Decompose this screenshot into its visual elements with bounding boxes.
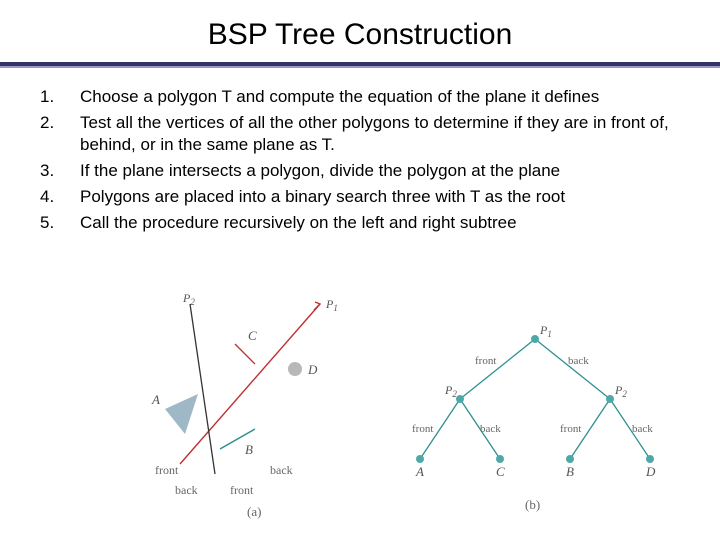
list-num: 1. [40, 86, 80, 108]
caption-a: (a) [247, 504, 261, 519]
leaf-d: D [645, 464, 656, 479]
label-p2: P2 [182, 294, 195, 307]
list-item: 1. Choose a polygon T and compute the eq… [40, 86, 680, 108]
leaf-a: A [415, 464, 424, 479]
label-back-2: back [175, 483, 198, 497]
list-text: Polygons are placed into a binary search… [80, 186, 680, 208]
circle-d [288, 362, 302, 376]
figure-a-svg: P2 P1 C D A B front back back front (a) [150, 294, 370, 524]
label-p1: P1 [325, 297, 338, 313]
label-back: back [568, 355, 589, 367]
node [416, 455, 424, 463]
caption-b: (b) [525, 497, 540, 512]
list-item: 2. Test all the vertices of all the othe… [40, 112, 680, 156]
segment-c [235, 344, 255, 364]
label-b: B [245, 442, 253, 457]
label-front: front [560, 423, 581, 435]
label-back: back [480, 423, 501, 435]
label-back-1: back [270, 463, 293, 477]
list-text: Call the procedure recursively on the le… [80, 212, 680, 234]
list-text: If the plane intersects a polygon, divid… [80, 160, 680, 182]
label-front: front [412, 423, 433, 435]
edge [460, 339, 535, 399]
list-item: 4. Polygons are placed into a binary sea… [40, 186, 680, 208]
figures: P2 P1 C D A B front back back front (a) [0, 294, 720, 524]
label-root: P1 [539, 323, 552, 339]
polygon-a [165, 394, 198, 434]
list-num: 4. [40, 186, 80, 208]
numbered-list: 1. Choose a polygon T and compute the eq… [0, 68, 720, 235]
figure-b: P1 P2 P2 front back front back front bac… [390, 314, 680, 524]
label-a: A [151, 392, 160, 407]
figure-a: P2 P1 C D A B front back back front (a) [150, 294, 370, 524]
slide: BSP Tree Construction 1. Choose a polygo… [0, 0, 720, 540]
node [531, 335, 539, 343]
slide-title: BSP Tree Construction [0, 0, 720, 62]
label-p2-right: P2 [614, 383, 627, 399]
list-num: 2. [40, 112, 80, 156]
list-num: 5. [40, 212, 80, 234]
node [566, 455, 574, 463]
label-front-1: front [155, 463, 179, 477]
list-item: 3. If the plane intersects a polygon, di… [40, 160, 680, 182]
node [646, 455, 654, 463]
leaf-c: C [496, 464, 505, 479]
label-c: C [248, 328, 257, 343]
edge [535, 339, 610, 399]
leaf-b: B [566, 464, 574, 479]
list-num: 3. [40, 160, 80, 182]
list-text: Choose a polygon T and compute the equat… [80, 86, 680, 108]
node [456, 395, 464, 403]
list-text: Test all the vertices of all the other p… [80, 112, 680, 156]
label-back: back [632, 423, 653, 435]
label-d: D [307, 362, 318, 377]
figure-b-svg: P1 P2 P2 front back front back front bac… [390, 314, 680, 524]
label-front-2: front [230, 483, 254, 497]
list-item: 5. Call the procedure recursively on the… [40, 212, 680, 234]
node [496, 455, 504, 463]
node [606, 395, 614, 403]
label-p2-left: P2 [444, 383, 457, 399]
label-front: front [475, 355, 496, 367]
